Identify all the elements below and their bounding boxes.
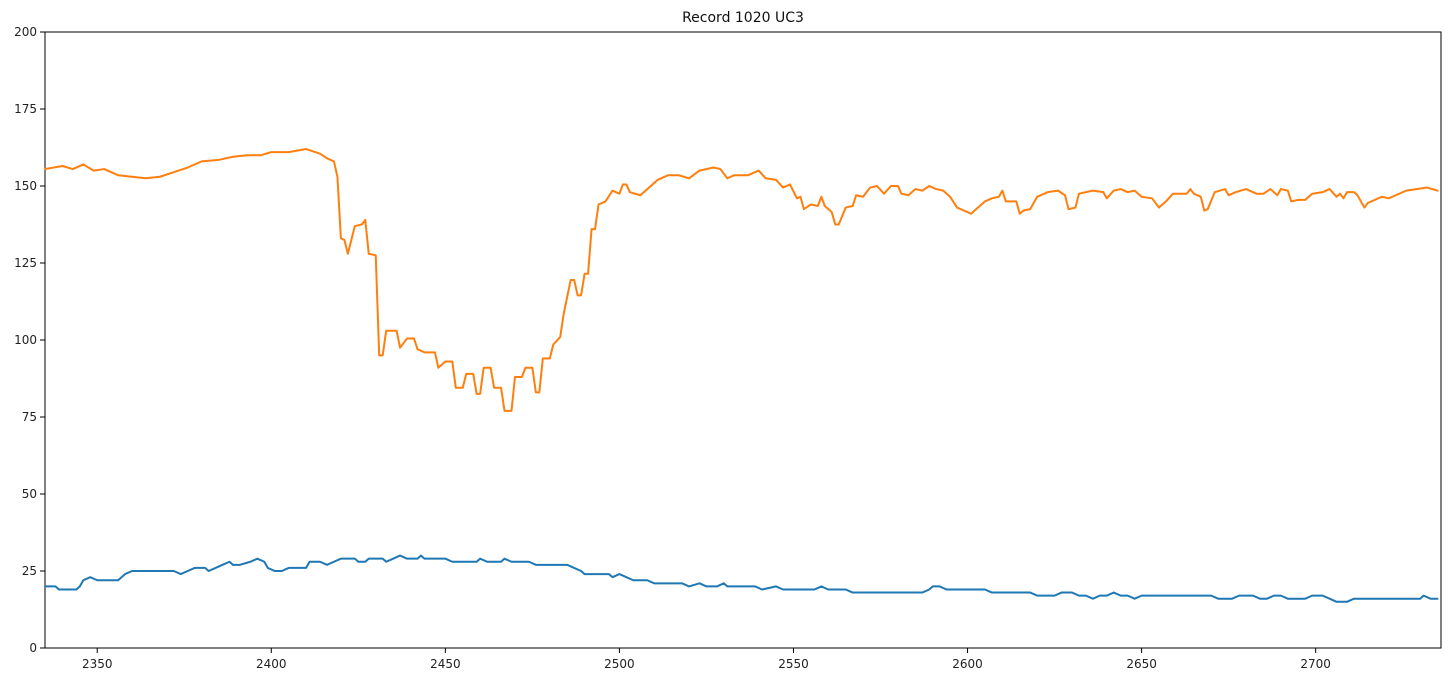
y-tick-label: 150 (14, 179, 37, 193)
x-tick-label: 2400 (256, 657, 287, 671)
x-tick-label: 2600 (952, 657, 983, 671)
x-tick-label: 2450 (430, 657, 461, 671)
y-tick-label: 125 (14, 256, 37, 270)
series-line-orange (44, 148, 1439, 412)
y-axis: 0 25 50 75 100 125 150 175 200 (14, 25, 45, 655)
y-tick-label: 75 (22, 410, 37, 424)
x-tick-label: 2700 (1300, 657, 1331, 671)
y-tick-label: 0 (29, 641, 37, 655)
chart-title: Record 1020 UC3 (682, 10, 804, 26)
y-tick-label: 175 (14, 102, 37, 116)
y-tick-label: 100 (14, 333, 37, 347)
y-tick-label: 200 (14, 25, 37, 39)
series-group (44, 148, 1439, 603)
y-tick-label: 25 (22, 564, 37, 578)
x-tick-label: 2350 (82, 657, 113, 671)
y-tick-label: 50 (22, 487, 37, 501)
series-line-blue (44, 554, 1439, 603)
x-tick-label: 2550 (778, 657, 809, 671)
x-tick-label: 2650 (1126, 657, 1157, 671)
plot-frame (44, 31, 1442, 649)
x-axis: 2350 2400 2450 2500 2550 2600 2650 2700 (82, 648, 1331, 671)
x-tick-label: 2500 (604, 657, 635, 671)
